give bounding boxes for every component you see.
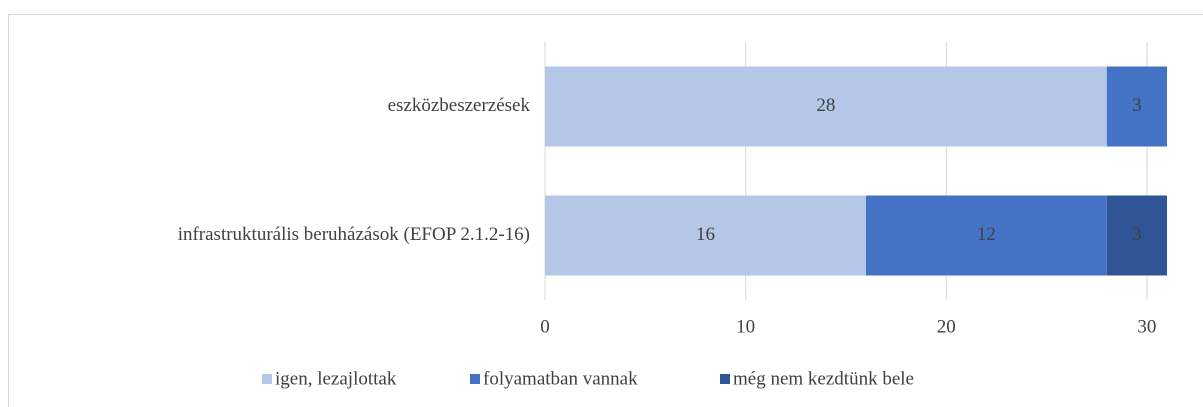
x-tick-label: 30 — [1137, 316, 1156, 337]
data-label: 12 — [977, 224, 996, 245]
category-label: eszközbeszerzések — [388, 95, 531, 116]
x-tick-label: 0 — [540, 316, 550, 337]
chart-frame — [8, 14, 1203, 407]
x-tick-label: 20 — [937, 316, 956, 337]
data-label: 16 — [696, 224, 715, 245]
legend-swatch — [470, 374, 480, 384]
legend-label: folyamatban vannak — [483, 368, 638, 389]
data-label: 28 — [816, 95, 835, 116]
category-label: infrastrukturális beruházások (EFOP 2.1.… — [178, 224, 530, 245]
legend-label: igen, lezajlottak — [275, 368, 397, 389]
data-label: 3 — [1132, 224, 1142, 245]
bar-segment — [1106, 195, 1167, 276]
data-label: 3 — [1132, 95, 1142, 116]
legend-swatch — [720, 374, 730, 384]
x-tick-label: 10 — [736, 316, 755, 337]
legend-label: még nem kezdtünk bele — [733, 368, 914, 389]
bar-segment — [545, 195, 867, 276]
bar-segment — [1106, 66, 1167, 147]
legend-swatch — [262, 374, 272, 384]
bar-segment — [545, 66, 1107, 147]
bar-segment — [866, 195, 1107, 276]
